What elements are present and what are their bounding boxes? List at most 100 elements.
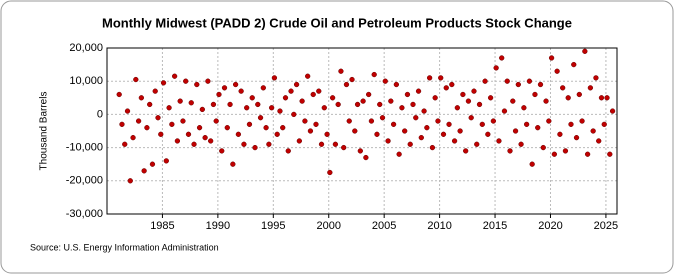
point [285,148,291,154]
point [246,121,253,128]
point [371,71,377,78]
point [377,101,383,108]
point [354,101,361,108]
point [288,88,294,94]
point [188,100,194,106]
point [560,85,566,91]
point [451,138,458,144]
point [266,141,272,147]
point [271,75,278,81]
point [429,144,436,151]
point [291,111,297,118]
point [332,141,339,147]
point [463,148,469,154]
point [282,95,289,101]
point [413,115,419,121]
y-tick-label: 0 [97,108,103,120]
point [210,101,217,108]
point [180,118,186,124]
chart-title: Monthly Midwest (PADD 2) Crude Oil and P… [102,15,572,30]
point [582,48,588,54]
point [573,134,580,141]
point [144,125,150,131]
point [546,118,552,124]
point [457,128,463,134]
point [399,105,405,111]
point [507,148,513,154]
point [468,115,474,121]
point [565,95,571,101]
point [402,128,408,134]
point [601,121,607,128]
point [324,131,330,137]
point [249,95,255,101]
x-tick-label: 2020 [538,220,562,232]
point [548,55,555,61]
point [296,138,303,144]
point [141,168,147,174]
point [169,121,175,128]
point [482,78,488,84]
point [424,125,430,131]
source: Source: U.S. Energy Information Administ… [30,242,219,252]
point [587,85,594,91]
point [404,91,411,98]
point [327,169,333,176]
point [379,115,386,121]
point [238,88,244,94]
y-axis-label: Thousand Barrels [39,92,50,171]
point [116,91,122,98]
y-tick-label: 10,000 [69,75,103,87]
point [202,134,208,141]
point [191,141,197,147]
point [465,98,472,104]
point [512,128,519,134]
point [244,105,250,111]
point [535,125,541,131]
point [543,98,549,104]
point [579,118,585,124]
point [205,78,211,84]
point [604,95,610,101]
point [554,68,560,74]
point [213,118,219,124]
point [160,80,167,86]
point [349,76,355,83]
point [363,154,369,161]
point [571,61,577,68]
point [523,121,530,128]
point [374,131,380,137]
point [438,75,444,81]
y-tick-label: 20,000 [69,42,103,54]
point [501,108,508,114]
point [133,76,139,83]
point [540,144,546,151]
point [396,151,402,157]
point [432,95,438,101]
point [268,105,275,111]
point [607,151,613,157]
point [487,95,494,101]
point [124,108,131,114]
point [171,73,178,79]
point [260,85,266,91]
point [393,81,400,88]
point [299,98,305,104]
point [224,125,230,131]
point [293,81,300,88]
point [185,131,192,137]
point [357,148,363,154]
point [263,125,269,131]
point [166,105,172,111]
point [341,144,347,151]
point [382,78,388,84]
point [596,138,602,144]
point [252,144,258,151]
point [529,161,535,167]
point [119,121,125,128]
point [257,115,264,121]
point [135,118,142,124]
point [435,118,441,124]
point [321,105,327,111]
point [343,81,350,88]
